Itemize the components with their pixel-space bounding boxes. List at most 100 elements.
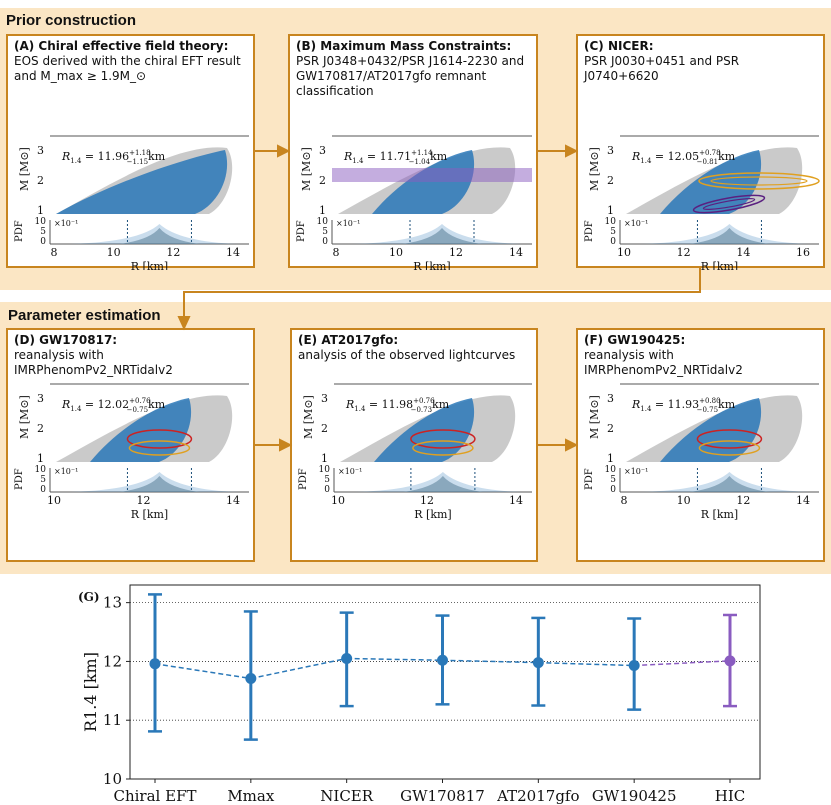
pdf-tick-label: 10: [319, 465, 331, 475]
panel-f-line-2: IMRPhenomPv2_NRTidalv2: [584, 363, 743, 377]
r14-summary-chart: (G) 10 11 12 13 R1.4 [km] Chiral EFT Mmax NICER G…: [78, 584, 761, 805]
y-axis-label: R1.4 [km]: [81, 652, 100, 732]
panel-c-plot: R1.4 = 12.05+0.78 −0.81km 3 2 1 M [M⊙] ×10⁻¹ 10…: [584, 135, 820, 270]
radius-axis-label: R [km]: [131, 260, 168, 270]
mass-tick-label: 3: [607, 144, 614, 157]
panel-c-title: (C) NICER:: [584, 39, 654, 53]
panel-a-title: (A) Chiral effective field theory:: [14, 39, 229, 53]
mass-tick-label: 2: [319, 174, 326, 187]
x-tick-label: GW170817: [400, 787, 485, 805]
pdf-scale-label: ×10⁻¹: [54, 467, 78, 476]
gw-contour-orange: [698, 440, 761, 456]
pdf-tick-label: 0: [40, 485, 46, 495]
pdf-axis-label: PDF: [584, 468, 595, 490]
radius-tick-label: 14: [509, 494, 523, 507]
mass-tick-label: 3: [37, 144, 44, 157]
panel-b-plot: R1.4 = 11.71+1.14 −1.04km 3 2 1 M [M⊙] ×10⁻¹ 10…: [296, 135, 532, 270]
parameter-estimation-title: Parameter estimation: [8, 307, 161, 324]
gw-contour-red: [696, 429, 763, 449]
nicer-contour-j0030: [692, 194, 766, 214]
y-tick-label: 11: [103, 711, 122, 729]
pdf-tick-label: 10: [317, 217, 329, 227]
connector-line: [154, 663, 251, 680]
pdf-axis-label: PDF: [14, 468, 25, 490]
mass-tick-label: 1: [321, 452, 328, 465]
pdf-tick-label: 0: [610, 237, 616, 247]
mr-cloud-blue: [56, 150, 228, 214]
data-point: [724, 655, 736, 667]
radius-tick-label: 10: [617, 246, 631, 259]
pdf-scale-label: ×10⁻¹: [54, 219, 78, 228]
panel-e: (E) AT2017gfo: analysis of the observed l…: [290, 328, 538, 562]
mass-axis-label: M [M⊙]: [588, 147, 601, 191]
pdf-scale-label: ×10⁻¹: [624, 467, 648, 476]
mass-tick-label: 1: [319, 204, 326, 217]
radius-tick-label: 14: [509, 246, 523, 259]
pdf-tick-label: 5: [40, 475, 46, 485]
pdf-posterior-curve: [689, 476, 770, 492]
panel-f-line-1: reanalysis with: [584, 348, 674, 362]
radius-tick-label: 14: [226, 494, 240, 507]
mr-cloud-blue: [660, 150, 762, 214]
radius-tick-label: 8: [621, 494, 628, 507]
radius-axis-label: R [km]: [413, 260, 450, 270]
radius-tick-label: 10: [47, 494, 61, 507]
mass-tick-label: 1: [607, 452, 614, 465]
panel-d-line-1: reanalysis with: [14, 348, 104, 362]
pdf-axis-label: PDF: [298, 468, 309, 490]
pdf-tick-label: 10: [35, 217, 47, 227]
pdf-axis-label: PDF: [14, 220, 25, 242]
mass-tick-label: 2: [321, 422, 328, 435]
r14-annotation: R1.4 = 11.93+0.80 −0.75km: [631, 397, 736, 414]
mr-cloud-blue: [90, 398, 192, 462]
pdf-tick-label: 5: [322, 227, 328, 237]
nicer-contour-j0740-inner: [710, 176, 808, 186]
mass-tick-label: 1: [607, 204, 614, 217]
plot-frame: [129, 584, 761, 780]
panel-a-plot: R1.4 = 11.96+1.18 −1.15km 3 2 1 M [M⊙] ×10⁻¹ 10…: [14, 135, 249, 270]
radius-tick-label: 14: [736, 246, 750, 259]
mass-tick-label: 3: [319, 144, 326, 157]
connector-line: [250, 657, 347, 680]
panel-c-line-1: PSR J0030+0451 and PSR J0740+6620: [584, 54, 740, 83]
panel-d: (D) GW170817: reanalysis with IMRPhenomPv2…: [6, 328, 255, 562]
data-point: [628, 660, 640, 672]
panel-b-line-2: GW170817/AT2017gfo remnant: [296, 69, 487, 83]
mass-tick-label: 2: [37, 174, 44, 187]
radius-tick-label: 14: [796, 494, 810, 507]
pdf-tick-label: 5: [610, 475, 616, 485]
panel-e-title: (E) AT2017gfo:: [298, 333, 399, 347]
pdf-tick-label: 5: [324, 475, 330, 485]
r14-annotation: R1.4 = 11.98+0.76 −0.73km: [345, 397, 450, 414]
data-point: [341, 652, 353, 664]
pdf-tick-label: 5: [40, 227, 46, 237]
x-tick-label: AT2017gfo: [496, 787, 579, 805]
radius-tick-label: 10: [389, 246, 403, 259]
panel-e-plot: R1.4 = 11.98+0.76 −0.73km 3 2 1 M [M⊙] ×10⁻¹ 10…: [298, 383, 532, 521]
x-tick-label: NICER: [320, 787, 373, 805]
pdf-posterior-curve: [402, 228, 482, 244]
pdf-tick-label: 0: [610, 485, 616, 495]
radius-tick-label: 14: [226, 246, 240, 259]
radius-tick-label: 8: [333, 246, 340, 259]
mass-tick-label: 2: [37, 422, 44, 435]
x-tick-label: GW190425: [592, 787, 677, 805]
r14-annotation: R1.4 = 12.05+0.78 −0.81km: [631, 149, 736, 166]
radius-tick-label: 8: [51, 246, 58, 259]
data-point: [245, 672, 257, 684]
radius-tick-label: 12: [449, 246, 463, 259]
panel-a: (A) Chiral effective field theory: EOS de…: [6, 34, 255, 270]
mass-tick-label: 3: [37, 392, 44, 405]
mass-tick-label: 3: [607, 392, 614, 405]
radius-tick-label: 12: [677, 246, 691, 259]
x-tick-label: Chiral EFT: [114, 787, 197, 805]
pdf-scale-label: ×10⁻¹: [336, 219, 360, 228]
radius-axis-label: R [km]: [414, 508, 451, 521]
max-mass-band: [332, 168, 532, 182]
radius-axis-label: R [km]: [701, 260, 738, 270]
gw-contour-red: [126, 429, 193, 449]
mass-tick-label: 3: [321, 392, 328, 405]
panel-a-line-2: and M_max ≥ 1.9M_⊙: [14, 69, 147, 83]
panel-b: (B) Maximum Mass Constraints: PSR J0348+0…: [288, 34, 538, 270]
panel-f-title: (F) GW190425:: [584, 333, 686, 347]
